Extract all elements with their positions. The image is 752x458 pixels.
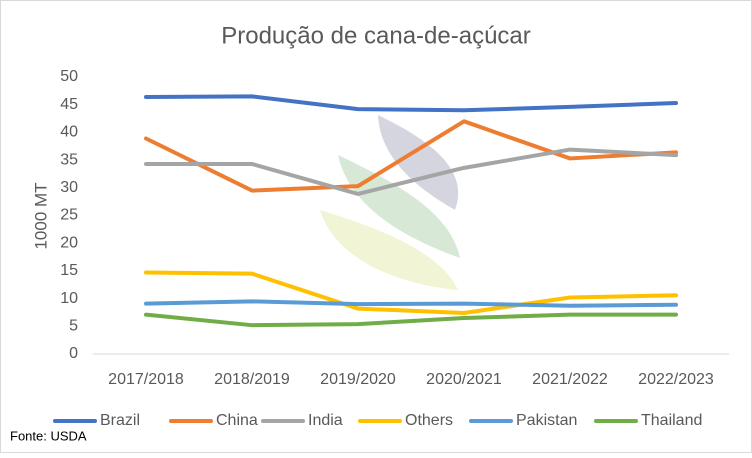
y-tick-label: 50 <box>60 68 78 85</box>
legend-label: Others <box>405 412 453 429</box>
series-line <box>144 119 678 193</box>
y-tick-label: 10 <box>60 290 78 307</box>
source: Fonte: USDA <box>10 428 87 443</box>
legend-label: India <box>308 412 343 429</box>
y-tick-label: 0 <box>69 345 78 362</box>
chart-title: Produção de cana-de-açúcar <box>221 22 531 49</box>
x-tick-label: 2017/2018 <box>108 371 184 388</box>
legend-label: Brazil <box>100 412 140 429</box>
legend-label: Thailand <box>641 412 702 429</box>
series-line <box>144 147 678 196</box>
series-line <box>144 94 678 113</box>
x-tick-label: 2018/2019 <box>214 371 290 388</box>
y-tick-label: 45 <box>60 96 78 113</box>
legend-label: Pakistan <box>516 412 577 429</box>
x-tick-label: 2022/2023 <box>638 371 714 388</box>
series-line <box>144 312 678 328</box>
legend-label: China <box>216 412 258 429</box>
series-line <box>144 270 678 316</box>
y-tick-label: 30 <box>60 179 78 196</box>
y-tick-label: 15 <box>60 262 78 279</box>
y-tick-label: 20 <box>60 234 78 251</box>
y-tick-label: 35 <box>60 151 78 168</box>
y-tick-label: 5 <box>69 318 78 335</box>
series-line <box>144 299 678 308</box>
y-axis-label: 1000 MT <box>31 182 50 249</box>
x-tick-label: 2021/2022 <box>532 371 608 388</box>
x-tick-label: 2020/2021 <box>426 371 502 388</box>
x-tick-label: 2019/2020 <box>320 371 396 388</box>
y-tick-label: 25 <box>60 207 78 224</box>
y-tick-label: 40 <box>60 124 78 141</box>
